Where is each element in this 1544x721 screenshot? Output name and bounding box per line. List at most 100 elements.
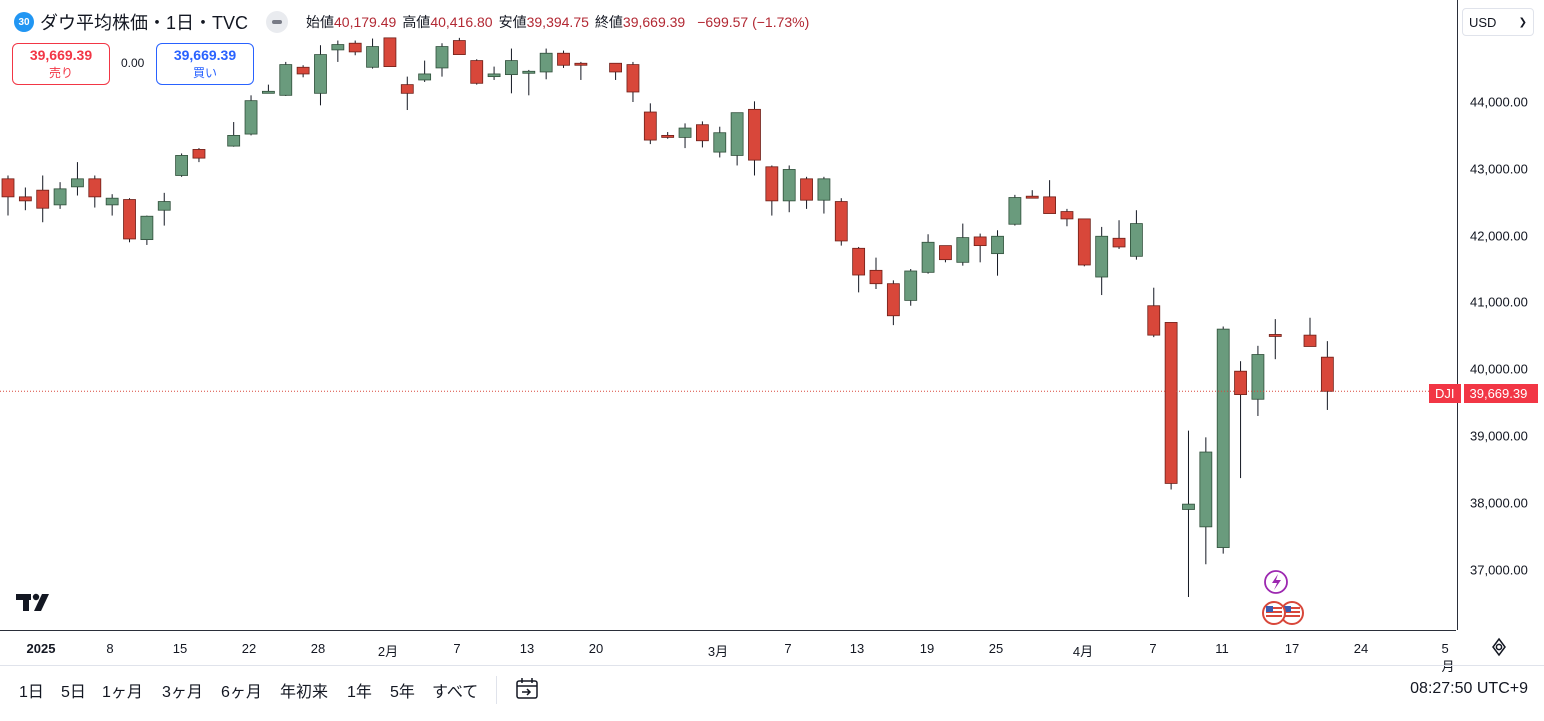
- candle[interactable]: [418, 60, 432, 82]
- candle[interactable]: [105, 194, 119, 216]
- candle[interactable]: [383, 37, 397, 67]
- candle[interactable]: [817, 176, 831, 214]
- range-3m[interactable]: 3ヶ月: [162, 684, 203, 701]
- range-5y[interactable]: 5年: [390, 684, 415, 701]
- candle[interactable]: [261, 84, 275, 94]
- range-1y[interactable]: 1年: [347, 684, 372, 701]
- candle[interactable]: [557, 50, 570, 68]
- candle[interactable]: [1164, 322, 1178, 490]
- candle[interactable]: [904, 269, 918, 306]
- candle[interactable]: [643, 103, 657, 145]
- buy-button[interactable]: 39,669.39 買い: [156, 43, 254, 85]
- candle[interactable]: [609, 62, 622, 80]
- candle[interactable]: [1130, 210, 1143, 260]
- candle[interactable]: [140, 215, 154, 245]
- candle[interactable]: [834, 198, 848, 246]
- candle[interactable]: [279, 61, 293, 96]
- candle[interactable]: [18, 187, 32, 211]
- price-axis[interactable]: 44,000.00 43,000.00 42,000.00 41,000.00 40,0…: [1457, 0, 1544, 630]
- range-1m[interactable]: 1ヶ月: [102, 684, 143, 701]
- price-tick-label: 39,000.00: [1470, 428, 1528, 444]
- candle[interactable]: [1077, 218, 1091, 267]
- candle[interactable]: [314, 45, 327, 106]
- candle[interactable]: [1182, 430, 1195, 597]
- candle[interactable]: [713, 126, 727, 158]
- time-axis[interactable]: 2025 8 15 22 28 2月 7 13 20 3月 7 13 19 25 4月 7 11 17 24 5月: [0, 630, 1456, 674]
- candle[interactable]: [71, 162, 84, 196]
- candle[interactable]: [1095, 226, 1109, 296]
- candle[interactable]: [1268, 319, 1282, 360]
- candle[interactable]: [1216, 326, 1230, 554]
- candle[interactable]: [53, 182, 67, 209]
- candle[interactable]: [227, 122, 241, 147]
- candle[interactable]: [800, 176, 813, 209]
- candle[interactable]: [435, 43, 449, 77]
- earnings-event-icon[interactable]: [1264, 570, 1288, 594]
- candle[interactable]: [331, 40, 345, 62]
- candle[interactable]: [296, 65, 310, 78]
- candle[interactable]: [539, 48, 553, 80]
- candle[interactable]: [36, 175, 50, 223]
- range-5d[interactable]: 5日: [61, 684, 86, 701]
- candle[interactable]: [88, 175, 102, 208]
- candle[interactable]: [1043, 180, 1056, 214]
- candle[interactable]: [782, 165, 796, 213]
- candle[interactable]: [157, 192, 171, 226]
- candle[interactable]: [522, 69, 536, 96]
- candle[interactable]: [852, 246, 866, 293]
- candle[interactable]: [366, 38, 379, 69]
- chart-settings-icon[interactable]: [1488, 636, 1510, 658]
- candle[interactable]: [175, 153, 189, 177]
- tradingview-logo-icon[interactable]: [16, 592, 56, 619]
- candle[interactable]: [973, 233, 987, 263]
- candle[interactable]: [123, 198, 136, 243]
- candle[interactable]: [991, 230, 1004, 276]
- candle[interactable]: [452, 37, 466, 55]
- timezone-clock[interactable]: 08:27:50 UTC+9: [1410, 680, 1528, 697]
- candle[interactable]: [574, 61, 588, 80]
- candle[interactable]: [626, 61, 640, 102]
- go-to-date-icon[interactable]: [514, 676, 540, 707]
- us-flag-event-icon[interactable]: [1280, 601, 1304, 625]
- candle[interactable]: [348, 40, 362, 56]
- currency-select[interactable]: USD ❯: [1462, 8, 1534, 36]
- candle[interactable]: [1060, 208, 1074, 227]
- sell-button[interactable]: 39,669.39 売り: [12, 43, 110, 85]
- candle[interactable]: [765, 165, 779, 216]
- candle[interactable]: [505, 48, 518, 94]
- candle[interactable]: [678, 123, 692, 149]
- collapse-legend-icon[interactable]: [266, 11, 289, 33]
- candle[interactable]: [400, 76, 414, 111]
- candle[interactable]: [1234, 361, 1247, 479]
- candle[interactable]: [939, 245, 952, 263]
- candle[interactable]: [1025, 190, 1039, 199]
- candle[interactable]: [1320, 341, 1334, 410]
- chart-pane[interactable]: 30 ダウ平均株価・1日・TVC 始値40,179.49 高値40,416.80…: [0, 0, 1456, 630]
- candle[interactable]: [1112, 220, 1126, 249]
- range-all[interactable]: すべて: [432, 684, 479, 701]
- candle[interactable]: [1, 175, 15, 216]
- range-ytd[interactable]: 年初来: [280, 684, 329, 701]
- candlestick-chart[interactable]: [0, 0, 1456, 630]
- candle[interactable]: [1147, 287, 1161, 338]
- candle[interactable]: [956, 223, 970, 266]
- us-flag-event-icon[interactable]: [1262, 601, 1286, 625]
- candle[interactable]: [886, 280, 900, 326]
- symbol-title[interactable]: ダウ平均株価・1日・TVC: [40, 13, 249, 33]
- candle[interactable]: [1251, 345, 1265, 416]
- candle[interactable]: [921, 234, 935, 274]
- range-1d[interactable]: 1日: [19, 684, 44, 701]
- candle[interactable]: [869, 257, 883, 290]
- candle[interactable]: [661, 132, 675, 139]
- candle[interactable]: [696, 121, 709, 148]
- range-6m[interactable]: 6ヶ月: [221, 684, 262, 701]
- candle[interactable]: [487, 66, 501, 80]
- candle[interactable]: [1008, 194, 1022, 226]
- candle[interactable]: [244, 95, 258, 136]
- candle[interactable]: [192, 148, 206, 163]
- candle[interactable]: [1199, 437, 1213, 565]
- candle[interactable]: [748, 101, 761, 176]
- candle[interactable]: [730, 112, 744, 166]
- candle[interactable]: [470, 59, 484, 85]
- candle[interactable]: [1303, 317, 1317, 347]
